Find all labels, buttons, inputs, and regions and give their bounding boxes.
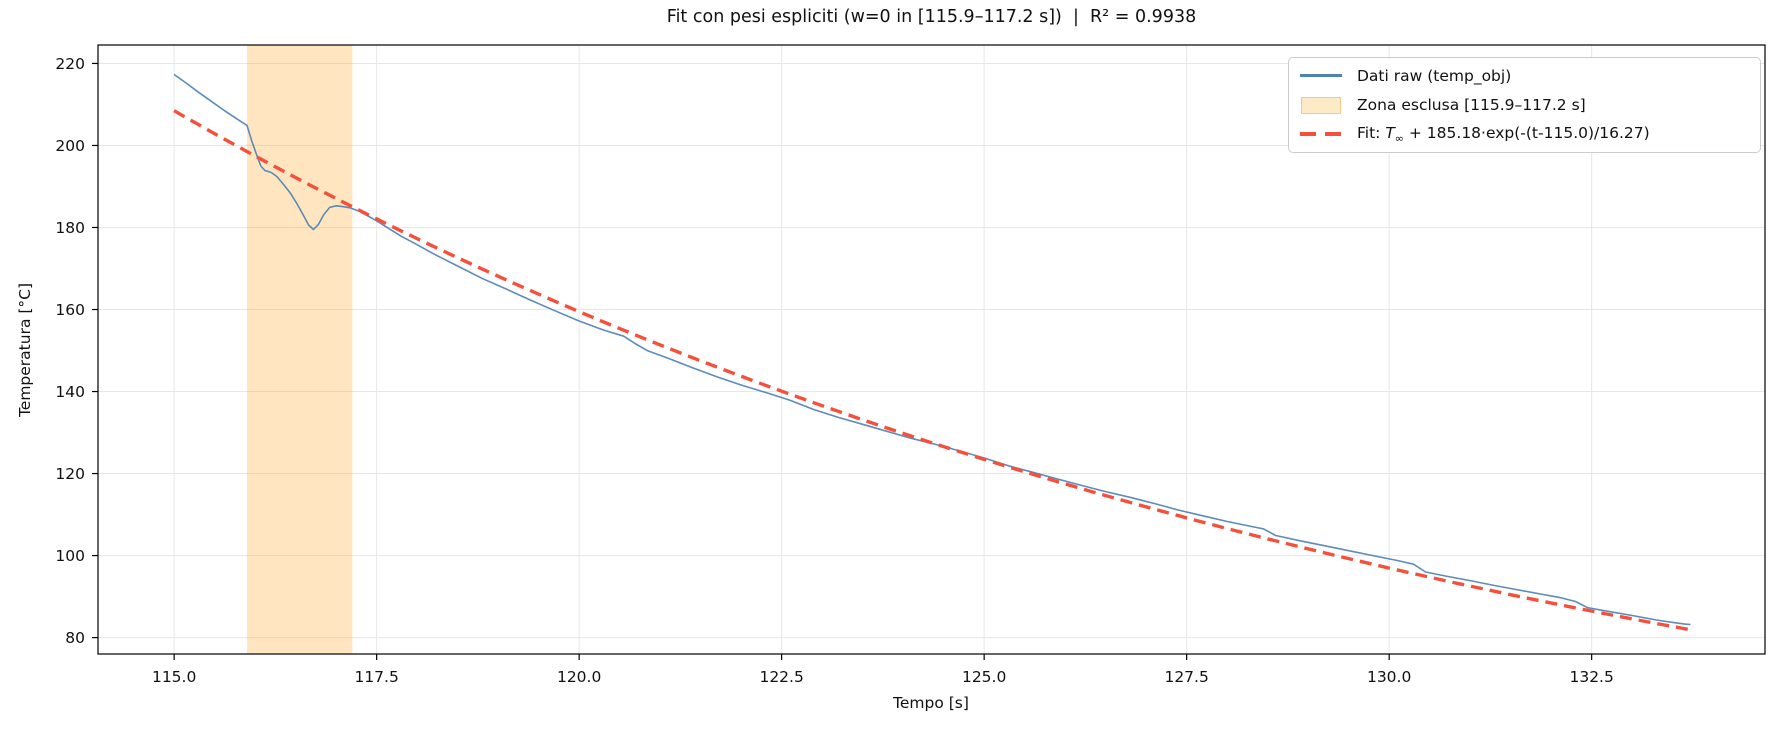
- chart-title: Fit con pesi espliciti (w=0 in [115.9–11…: [666, 7, 1197, 27]
- y-axis-label: Temperatura [°C]: [16, 283, 34, 418]
- x-tick-label: 127.5: [1164, 668, 1208, 686]
- x-tick-label: 120.0: [557, 668, 601, 686]
- raw-data-line: [173, 73, 1691, 626]
- legend-label-raw: Dati raw (temp_obj): [1357, 66, 1512, 85]
- x-tick-label: 130.0: [1367, 668, 1411, 686]
- raw-line-swatch-icon: [1299, 74, 1343, 78]
- y-tick-label: 160: [55, 301, 85, 319]
- excluded-zone-swatch-icon: [1299, 96, 1343, 114]
- x-tick-label: 132.5: [1569, 668, 1613, 686]
- excluded-zone-band: [247, 45, 353, 654]
- axes-frame: [97, 44, 1766, 655]
- legend-item-raw-data: Dati raw (temp_obj): [1299, 61, 1750, 90]
- x-tick-label: 122.5: [759, 668, 803, 686]
- fit-dashes-swatch-icon: [1299, 132, 1343, 137]
- axis-ticks: [92, 62, 1593, 660]
- y-tick-label: 220: [55, 55, 85, 73]
- y-tick-label: 100: [55, 547, 85, 565]
- legend-label-zone: Zona esclusa [115.9–117.2 s]: [1357, 96, 1586, 114]
- y-tick-label: 140: [55, 383, 85, 401]
- x-tick-label: 125.0: [962, 668, 1006, 686]
- y-tick-label: 180: [55, 219, 85, 237]
- legend-item-excluded-zone: Zona esclusa [115.9–117.2 s]: [1299, 91, 1750, 120]
- axes-spines: [97, 44, 1766, 655]
- x-axis-label: Tempo [s]: [892, 694, 969, 712]
- legend-label-fit: Fit: T∞ + 185.18·exp(-(t-115.0)/16.27): [1357, 123, 1650, 145]
- y-tick-label: 120: [55, 465, 85, 483]
- tick-labels: 115.0 117.5 120.0 122.5 125.0 127.5 130.0 132.5…: [55, 55, 1613, 686]
- legend: Dati raw (temp_obj) Zona esclusa [115.9–…: [1288, 57, 1761, 153]
- x-tick-label: 117.5: [354, 668, 398, 686]
- y-tick-label: 200: [55, 137, 85, 155]
- excluded-zone-rect: [247, 45, 353, 654]
- legend-item-fit: Fit: T∞ + 185.18·exp(-(t-115.0)/16.27): [1299, 120, 1750, 149]
- x-tick-label: 115.0: [152, 668, 196, 686]
- series-lines: [173, 73, 1691, 632]
- y-tick-label: 80: [65, 629, 85, 647]
- fit-line: [173, 109, 1691, 632]
